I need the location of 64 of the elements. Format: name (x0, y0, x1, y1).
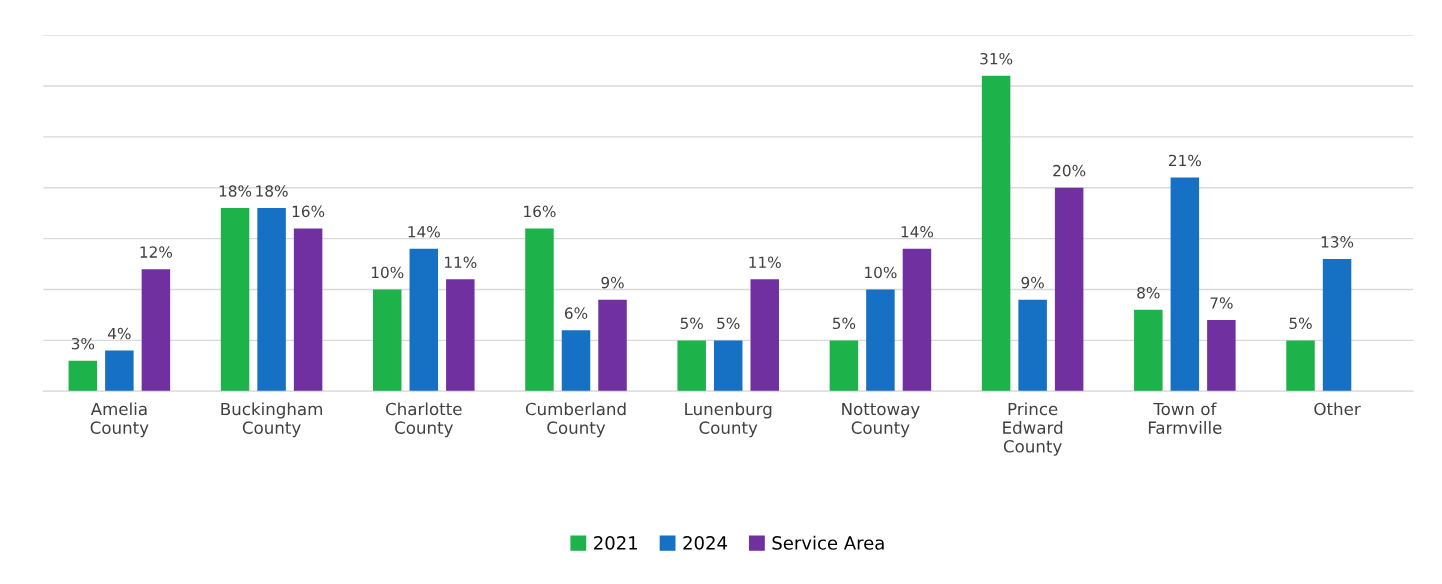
bar (446, 279, 475, 392)
x-tick-label: Charlotte County (386, 402, 462, 438)
bar (141, 269, 171, 392)
x-tick-label: Other (1314, 402, 1361, 416)
data-label: 18% (219, 185, 252, 197)
data-label: 5% (1289, 317, 1312, 330)
bar (1134, 309, 1163, 392)
data-label: 20% (1053, 164, 1086, 177)
bar (220, 208, 250, 392)
data-label: 5% (832, 317, 856, 330)
data-label: 4% (107, 327, 131, 340)
bar (1286, 340, 1315, 392)
data-label: 14% (901, 225, 934, 238)
bar (1054, 187, 1084, 392)
bar (1207, 320, 1236, 392)
bar (525, 228, 554, 392)
x-tick-label: Prince Edward County (1003, 402, 1063, 456)
bar (902, 248, 932, 392)
data-label: 8% (1137, 287, 1160, 299)
bar (1322, 258, 1352, 392)
data-label: 7% (1210, 297, 1233, 309)
bar (677, 340, 706, 392)
x-tick-label: Amelia County (90, 402, 149, 438)
data-label: 5% (717, 317, 740, 330)
legend-label: 2024 (683, 536, 727, 550)
data-label: 16% (292, 205, 325, 218)
x-tick-label: Town of Farmville (1148, 402, 1222, 434)
bar (373, 289, 402, 392)
data-label: 9% (1021, 276, 1044, 289)
bar (257, 208, 286, 392)
bar (561, 330, 591, 392)
bar (1018, 299, 1047, 392)
data-label: 12% (140, 246, 173, 258)
bar (598, 299, 627, 392)
bar (409, 248, 439, 392)
bar (829, 340, 859, 392)
data-label: 5% (680, 317, 703, 330)
legend-label: Service Area (772, 535, 884, 550)
data-label: 18% (256, 185, 288, 197)
bar (750, 279, 779, 392)
bar (981, 75, 1011, 392)
data-label: 31% (980, 52, 1013, 65)
data-label: 6% (564, 307, 588, 319)
x-tick-label: Nottoway County (842, 402, 920, 438)
data-label: 13% (1321, 236, 1354, 248)
bar (1170, 177, 1200, 392)
x-tick-label: Cumberland County (525, 402, 626, 438)
data-label: 14% (408, 225, 440, 238)
bar (293, 228, 323, 392)
data-label: 10% (371, 266, 404, 279)
x-tick-label: Lunenburg County (685, 402, 772, 438)
data-label: 21% (1168, 154, 1201, 167)
bar (105, 350, 134, 392)
data-label: 9% (601, 276, 624, 289)
legend-label: 2021 (594, 536, 638, 550)
bar (68, 360, 98, 392)
data-label: 10% (865, 266, 897, 279)
x-tick-label: Buckingham County (221, 402, 322, 438)
data-label: 11% (445, 256, 477, 269)
bar (713, 340, 743, 392)
bar (866, 289, 895, 392)
data-label: 16% (524, 205, 556, 218)
data-label: 3% (71, 337, 95, 350)
data-label: 11% (749, 256, 781, 269)
